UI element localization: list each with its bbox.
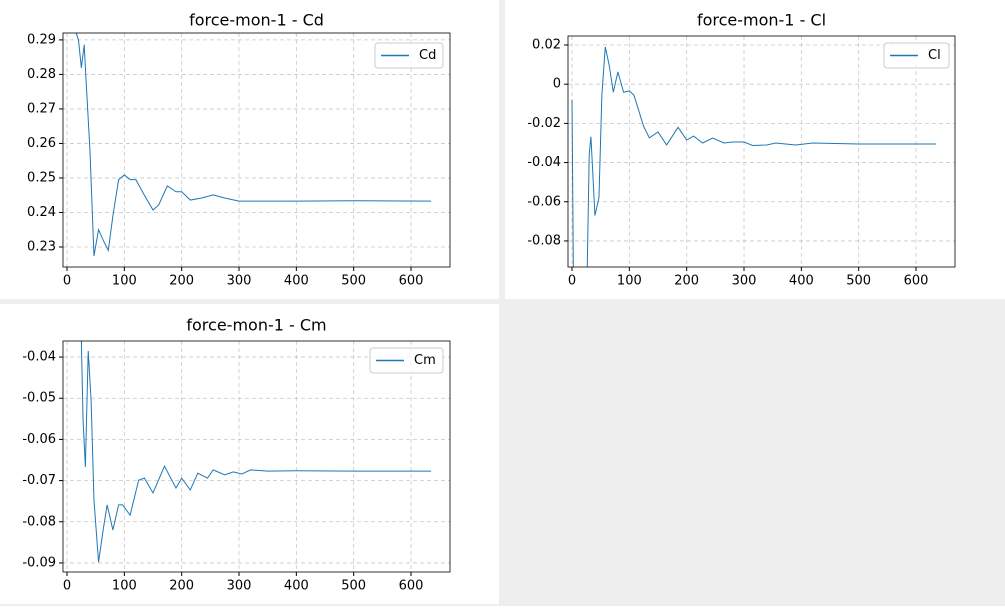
axes-frame (567, 35, 956, 268)
plot-area (80, 341, 432, 563)
x-tick-label: 500 (341, 579, 366, 594)
chart-title: force-mon-1 - Cl (697, 11, 826, 30)
y-tick-label: 0.25 (27, 170, 56, 185)
data-line (80, 341, 432, 563)
y-tick-label: 0.23 (27, 239, 56, 254)
x-tick-label: 100 (617, 274, 642, 289)
y-tick-label: -0.04 (22, 350, 56, 365)
plot-area (75, 33, 432, 257)
x-tick-label: 300 (732, 274, 757, 289)
legend-label: Cl (928, 48, 941, 63)
x-tick-label: 400 (284, 274, 309, 289)
legend-label: Cm (414, 353, 436, 368)
y-tick-label: 0.27 (27, 101, 56, 116)
x-tick-label: 0 (568, 274, 576, 289)
x-tick-label: 600 (904, 274, 929, 289)
y-tick-label: -0.05 (22, 391, 56, 406)
x-tick-label: 300 (227, 579, 252, 594)
x-tick-label: 300 (227, 274, 252, 289)
x-tick-label: 400 (789, 274, 814, 289)
y-tick-label: 0.29 (27, 32, 56, 47)
x-tick-label: 0 (63, 579, 71, 594)
y-tick-label: -0.04 (527, 155, 561, 170)
y-tick-label: 0.24 (27, 205, 56, 220)
y-tick-label: -0.02 (527, 116, 561, 131)
x-tick-label: 100 (112, 579, 137, 594)
axes-frame (62, 32, 451, 268)
y-tick-label: -0.07 (22, 473, 56, 488)
legend-label: Cd (419, 48, 436, 63)
x-tick-label: 600 (399, 274, 424, 289)
plot-area (571, 46, 937, 267)
y-tick-label: 0 (553, 77, 561, 92)
y-tick-label: -0.06 (22, 432, 56, 447)
data-line (75, 33, 432, 257)
y-tick-label: 0.28 (27, 67, 56, 82)
x-tick-label: 500 (846, 274, 871, 289)
x-tick-label: 200 (169, 274, 194, 289)
x-tick-label: 200 (674, 274, 699, 289)
x-tick-label: 200 (169, 579, 194, 594)
chart-title: force-mon-1 - Cm (186, 316, 326, 335)
y-tick-label: 0.02 (532, 38, 561, 53)
y-tick-label: -0.08 (527, 233, 561, 248)
x-tick-label: 0 (63, 274, 71, 289)
x-tick-label: 600 (399, 579, 424, 594)
y-tick-label: 0.26 (27, 136, 56, 151)
y-tick-label: -0.08 (22, 514, 56, 529)
y-tick-label: -0.06 (527, 194, 561, 209)
legend-box (369, 347, 444, 374)
x-tick-label: 400 (284, 579, 309, 594)
axes-frame (62, 340, 451, 573)
y-tick-label: -0.09 (22, 555, 56, 570)
x-tick-label: 500 (341, 274, 366, 289)
x-tick-label: 100 (112, 274, 137, 289)
data-line (571, 46, 937, 267)
chart-title: force-mon-1 - Cd (189, 11, 324, 30)
